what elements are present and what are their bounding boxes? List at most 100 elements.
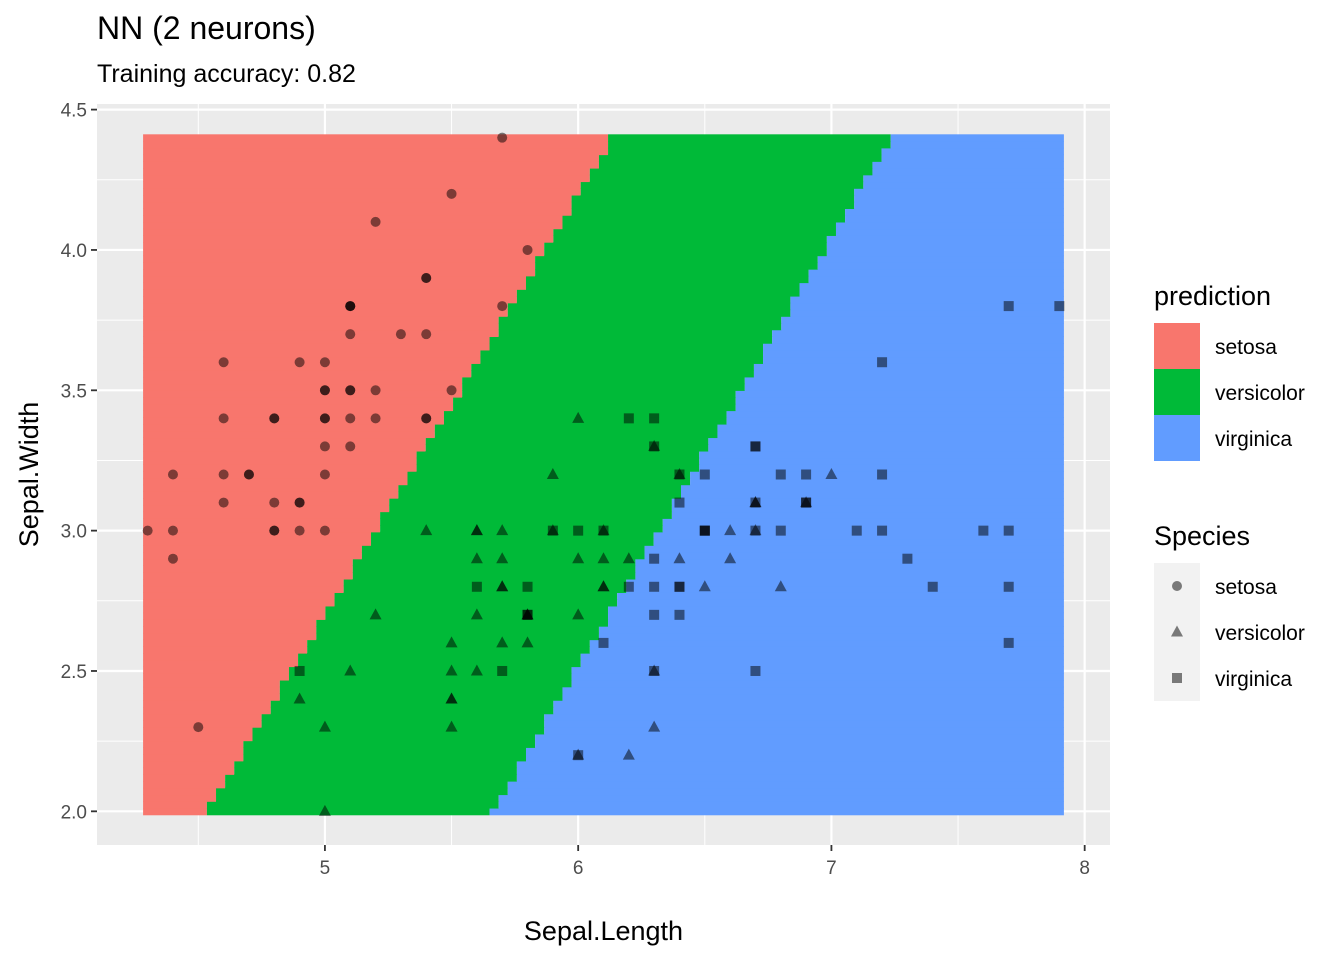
point-versicolor bbox=[572, 608, 585, 620]
region-setosa bbox=[143, 181, 581, 189]
region-virginica bbox=[808, 275, 1064, 284]
point-virginica bbox=[471, 581, 482, 592]
region-setosa bbox=[143, 242, 545, 250]
legend-label-versicolor: versicolor bbox=[1215, 622, 1305, 645]
region-virginica bbox=[863, 174, 1064, 183]
region-versicolor bbox=[398, 484, 681, 492]
region-setosa bbox=[143, 619, 317, 627]
region-virginica bbox=[498, 794, 1064, 802]
region-setosa bbox=[143, 390, 463, 398]
point-virginica bbox=[623, 413, 634, 424]
point-setosa bbox=[319, 525, 330, 536]
region-virginica bbox=[671, 511, 1064, 519]
point-setosa bbox=[345, 329, 356, 340]
region-versicolor bbox=[361, 545, 645, 553]
region-versicolor bbox=[480, 349, 764, 358]
region-versicolor bbox=[380, 525, 663, 533]
region-virginica bbox=[608, 605, 1064, 614]
region-versicolor bbox=[498, 316, 782, 324]
region-setosa bbox=[143, 235, 554, 243]
region-setosa bbox=[143, 430, 435, 439]
region-virginica bbox=[817, 255, 1064, 263]
region-versicolor bbox=[571, 201, 855, 210]
point-setosa bbox=[218, 497, 229, 508]
point-versicolor bbox=[648, 720, 661, 732]
legend-title-prediction: prediction bbox=[1154, 281, 1271, 311]
point-versicolor bbox=[496, 552, 509, 564]
region-setosa bbox=[143, 309, 508, 317]
region-versicolor bbox=[261, 720, 545, 728]
point-virginica bbox=[699, 525, 710, 536]
region-virginica bbox=[772, 329, 1064, 338]
point-virginica bbox=[877, 469, 888, 480]
point-versicolor bbox=[420, 524, 433, 536]
point-setosa bbox=[319, 413, 330, 424]
point-virginica bbox=[750, 525, 761, 536]
region-virginica bbox=[516, 767, 1064, 775]
region-virginica bbox=[726, 410, 1064, 418]
point-setosa bbox=[421, 329, 432, 340]
x-tick-label: 6 bbox=[573, 858, 584, 879]
region-virginica bbox=[826, 235, 1064, 243]
region-setosa bbox=[143, 706, 271, 715]
chart-subtitle: Training accuracy: 0.82 bbox=[97, 60, 356, 88]
region-setosa bbox=[143, 754, 244, 762]
region-virginica bbox=[735, 403, 1064, 412]
point-virginica bbox=[750, 497, 761, 508]
region-setosa bbox=[143, 471, 408, 479]
region-setosa bbox=[143, 161, 599, 169]
region-setosa bbox=[143, 605, 326, 614]
region-versicolor bbox=[270, 706, 554, 715]
region-setosa bbox=[143, 201, 572, 210]
region-setosa bbox=[143, 349, 481, 358]
region-setosa bbox=[143, 208, 572, 216]
point-virginica bbox=[699, 469, 710, 480]
point-versicolor bbox=[470, 552, 483, 564]
region-versicolor bbox=[416, 464, 700, 472]
region-virginica bbox=[662, 525, 1064, 533]
region-virginica bbox=[653, 538, 1064, 546]
region-setosa bbox=[143, 248, 545, 257]
point-versicolor bbox=[597, 552, 610, 564]
region-setosa bbox=[143, 255, 536, 263]
region-versicolor bbox=[288, 666, 572, 674]
region-versicolor bbox=[380, 518, 663, 526]
region-versicolor bbox=[343, 578, 627, 587]
region-versicolor bbox=[553, 235, 827, 243]
point-setosa bbox=[446, 385, 457, 396]
region-versicolor bbox=[608, 147, 882, 156]
region-versicolor bbox=[416, 457, 700, 465]
region-setosa bbox=[143, 558, 353, 567]
region-virginica bbox=[854, 188, 1064, 196]
region-setosa bbox=[143, 194, 572, 203]
region-versicolor bbox=[334, 592, 618, 600]
point-setosa bbox=[345, 301, 356, 312]
region-virginica bbox=[826, 242, 1064, 250]
region-virginica bbox=[817, 262, 1064, 270]
region-virginica bbox=[726, 417, 1064, 425]
region-versicolor bbox=[471, 363, 754, 371]
region-setosa bbox=[143, 215, 563, 223]
legend-shape-versicolor bbox=[1171, 625, 1183, 637]
point-virginica bbox=[649, 609, 660, 620]
point-virginica bbox=[598, 525, 609, 536]
point-virginica bbox=[294, 665, 305, 676]
region-setosa bbox=[143, 787, 217, 796]
region-setosa bbox=[143, 545, 362, 553]
point-setosa bbox=[446, 188, 457, 199]
legend-shape-setosa bbox=[1172, 581, 1182, 591]
region-versicolor bbox=[589, 174, 864, 183]
region-virginica bbox=[535, 733, 1064, 742]
region-versicolor bbox=[279, 679, 572, 688]
point-versicolor bbox=[673, 552, 686, 564]
region-virginica bbox=[826, 248, 1064, 257]
region-versicolor bbox=[544, 242, 827, 250]
point-setosa bbox=[421, 273, 432, 284]
region-versicolor bbox=[225, 781, 508, 789]
region-setosa bbox=[143, 275, 527, 284]
point-virginica bbox=[801, 497, 812, 508]
point-virginica bbox=[877, 525, 888, 536]
region-virginica bbox=[498, 801, 1064, 809]
point-versicolor bbox=[724, 552, 737, 564]
